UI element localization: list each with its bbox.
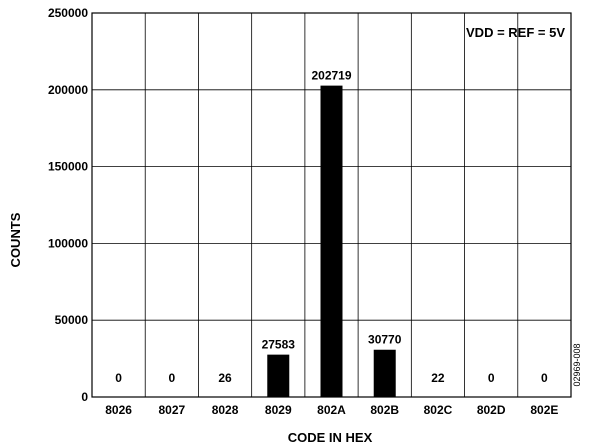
x-axis-title: CODE IN HEX bbox=[288, 430, 373, 445]
x-tick-labels: 8026 8027 8028 8029 802A 802B 802C 802D 802E bbox=[105, 403, 558, 417]
y-tick-labels: 0 50000 100000 150000 200000 250000 bbox=[48, 6, 88, 404]
bar bbox=[320, 85, 343, 397]
data-label: 0 bbox=[488, 371, 495, 385]
plot-frame bbox=[91, 12, 572, 398]
data-label: 0 bbox=[115, 371, 122, 385]
data-label: 26 bbox=[218, 371, 232, 385]
data-label: 22 bbox=[431, 371, 445, 385]
x-tick-label: 802D bbox=[477, 403, 506, 417]
y-tick-label: 50000 bbox=[55, 313, 89, 327]
data-label: 30770 bbox=[368, 333, 402, 347]
x-tick-label: 8027 bbox=[158, 403, 185, 417]
data-label: 0 bbox=[541, 371, 548, 385]
x-tick-label: 802E bbox=[530, 403, 558, 417]
y-tick-label: 200000 bbox=[48, 83, 88, 97]
bar bbox=[373, 349, 396, 397]
data-label: 27583 bbox=[262, 338, 296, 352]
bars bbox=[267, 85, 396, 397]
y-tick-label: 0 bbox=[81, 390, 88, 404]
y-tick-label: 250000 bbox=[48, 6, 88, 20]
bar bbox=[267, 354, 290, 397]
data-labels: 0 0 26 27583 202719 30770 22 0 0 bbox=[115, 69, 548, 385]
data-label: 0 bbox=[168, 371, 175, 385]
x-tick-label: 802B bbox=[370, 403, 399, 417]
x-tick-label: 8026 bbox=[105, 403, 132, 417]
condition-annotation: VDD = REF = 5V bbox=[466, 25, 565, 40]
y-tick-label: 150000 bbox=[48, 160, 88, 174]
y-tick-label: 100000 bbox=[48, 236, 88, 250]
x-tick-label: 8029 bbox=[265, 403, 292, 417]
x-tick-label: 802C bbox=[424, 403, 453, 417]
x-tick-label: 802A bbox=[317, 403, 346, 417]
x-tick-label: 8028 bbox=[212, 403, 239, 417]
y-axis-title: COUNTS bbox=[8, 212, 23, 267]
data-label: 202719 bbox=[311, 69, 351, 83]
figure-id: 02969-008 bbox=[572, 343, 582, 386]
